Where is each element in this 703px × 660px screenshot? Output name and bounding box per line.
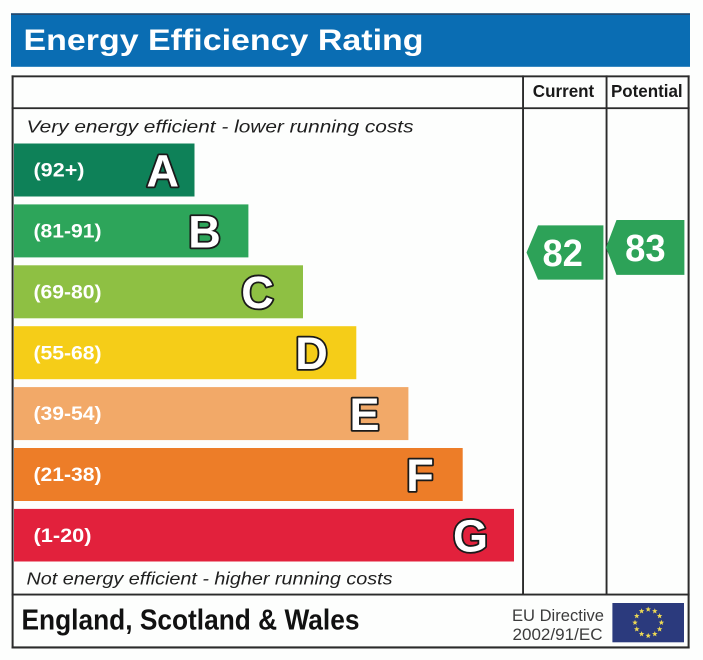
svg-text:(55-68): (55-68) xyxy=(34,342,102,364)
svg-text:Very energy efficient - lower: Very energy efficient - lower running co… xyxy=(27,117,414,137)
svg-text:83: 83 xyxy=(625,228,666,270)
svg-text:B: B xyxy=(188,206,221,257)
svg-text:(1-20): (1-20) xyxy=(34,525,92,547)
svg-text:(81-91): (81-91) xyxy=(34,221,102,243)
svg-text:E: E xyxy=(349,389,379,440)
svg-text:G: G xyxy=(453,511,488,562)
svg-text:A: A xyxy=(146,145,179,196)
svg-text:2002/91/EC: 2002/91/EC xyxy=(513,626,603,644)
svg-text:Not energy efficient - higher: Not energy efficient - higher running co… xyxy=(27,569,393,589)
svg-text:Potential: Potential xyxy=(611,81,683,101)
svg-text:England, Scotland & Wales: England, Scotland & Wales xyxy=(22,605,360,637)
svg-text:D: D xyxy=(295,328,328,379)
svg-text:(69-80): (69-80) xyxy=(34,281,102,303)
svg-text:(21-38): (21-38) xyxy=(34,464,102,486)
svg-text:(92+): (92+) xyxy=(34,160,85,182)
svg-text:82: 82 xyxy=(542,233,583,275)
svg-text:Energy Efficiency Rating: Energy Efficiency Rating xyxy=(24,24,424,57)
svg-text:EU Directive: EU Directive xyxy=(512,607,604,625)
svg-text:Current: Current xyxy=(533,81,595,101)
svg-text:(39-54): (39-54) xyxy=(34,403,102,425)
svg-text:C: C xyxy=(241,267,274,318)
svg-text:F: F xyxy=(406,450,434,501)
